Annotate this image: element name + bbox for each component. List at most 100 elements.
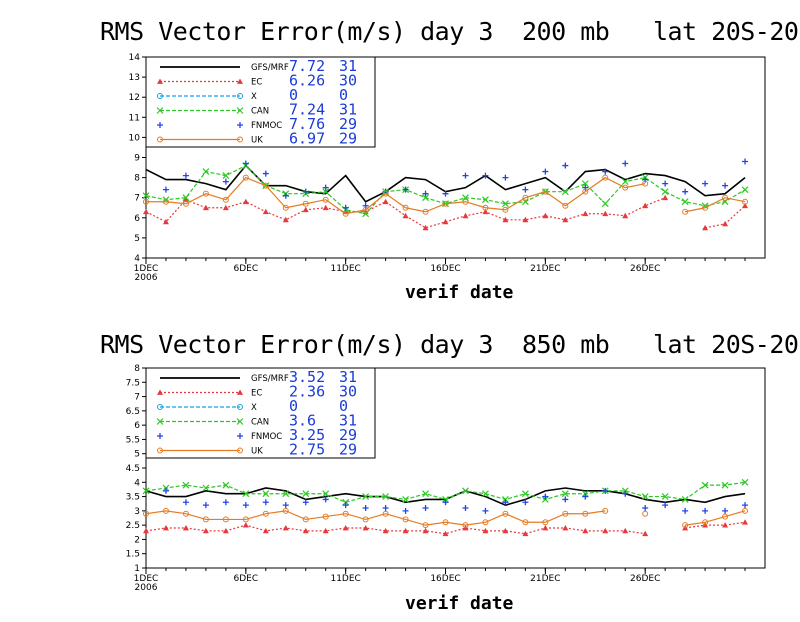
- series-line: [146, 176, 646, 215]
- data-point: [722, 522, 729, 528]
- legend-name: GFS/MRF: [251, 63, 289, 73]
- data-point: [681, 496, 689, 503]
- data-point: [642, 180, 649, 187]
- data-point: [262, 490, 270, 498]
- data-point: [702, 519, 709, 526]
- legend-marker: [157, 136, 163, 143]
- series-fnmoc: [162, 158, 749, 211]
- data-point: [162, 507, 169, 514]
- data-point: [262, 170, 269, 177]
- legend-marker: [157, 93, 163, 99]
- data-point: [722, 507, 729, 514]
- data-point: [662, 194, 669, 201]
- y-tick-label: 6.5: [126, 407, 140, 417]
- data-point: [422, 490, 429, 498]
- legend-stat: 6.97: [289, 130, 325, 148]
- data-point: [302, 516, 309, 523]
- data-point: [162, 218, 169, 225]
- data-point: [462, 522, 469, 529]
- data-point: [502, 206, 509, 213]
- legend-box: [145, 367, 376, 459]
- data-point: [162, 198, 169, 205]
- series-line: [145, 197, 666, 229]
- data-point: [222, 204, 229, 211]
- data-point: [222, 527, 229, 534]
- data-point: [562, 202, 569, 209]
- data-point: [242, 160, 249, 167]
- legend-stat: 0: [289, 86, 298, 104]
- data-point: [362, 516, 369, 523]
- y-tick-label: 8: [134, 364, 140, 374]
- legend-count: 29: [339, 130, 357, 148]
- y-tick-label: 10: [129, 133, 141, 143]
- data-point: [702, 224, 709, 231]
- data-point: [661, 188, 669, 196]
- data-point: [682, 208, 689, 215]
- data-point: [382, 493, 390, 500]
- data-point: [202, 516, 209, 523]
- chart-title-200mb: RMS Vector Error(m/s) day 3 200 mb lat 2…: [100, 17, 800, 46]
- series-line: [145, 524, 646, 535]
- y-tick-label: 6: [134, 421, 140, 431]
- x-tick-sublabel: 2006: [135, 273, 158, 283]
- y-tick-label: 8: [134, 174, 140, 184]
- data-point: [602, 168, 609, 175]
- data-point: [342, 204, 349, 211]
- legend-marker: [157, 78, 163, 84]
- data-point: [302, 188, 309, 195]
- data-point: [521, 490, 529, 498]
- data-point: [143, 208, 149, 215]
- data-point: [422, 190, 429, 197]
- legend: GFS/MRF 3.52 31 EC 2.36 30 X 0 0 CAN 3.6 31 FNMOC 3.2…: [145, 367, 376, 459]
- data-point: [182, 196, 189, 203]
- data-point: [542, 188, 549, 195]
- x-tick-label: 21DEC: [530, 574, 560, 584]
- x-tick-label: 6DEC: [234, 264, 259, 274]
- legend-count: 31: [339, 368, 357, 386]
- data-point: [641, 493, 649, 500]
- legend-stat: 2.36: [289, 383, 325, 401]
- series-uk: [143, 507, 749, 529]
- data-point: [422, 505, 429, 511]
- y-tick-label: 9: [134, 154, 140, 164]
- data-point: [322, 188, 330, 196]
- data-point: [382, 527, 389, 534]
- legend-marker: [157, 404, 163, 410]
- data-point: [482, 204, 489, 211]
- data-point: [422, 194, 429, 202]
- y-tick-label: 4: [134, 254, 140, 264]
- legend-name: EC: [251, 389, 262, 399]
- data-point: [362, 493, 370, 500]
- data-point: [682, 507, 689, 514]
- data-point: [542, 168, 549, 175]
- series-line: [685, 510, 746, 526]
- legend-box: [145, 56, 376, 148]
- data-point: [482, 507, 489, 514]
- y-tick-label: 7.5: [126, 378, 140, 388]
- data-point: [622, 160, 629, 167]
- data-point: [202, 204, 209, 211]
- y-tick-label: 1: [134, 564, 140, 574]
- data-point: [661, 493, 669, 500]
- data-point: [742, 202, 749, 209]
- series-line: [685, 521, 746, 529]
- data-point: [422, 522, 429, 529]
- x-tick-label: 1DEC: [134, 264, 159, 274]
- data-point: [482, 527, 489, 534]
- legend-name: CAN: [251, 418, 269, 428]
- data-point: [382, 198, 389, 205]
- legend-marker: [237, 136, 243, 143]
- series-fnmoc: [162, 487, 749, 514]
- data-point: [742, 198, 749, 205]
- data-point: [722, 194, 729, 201]
- data-point: [162, 186, 169, 193]
- data-point: [482, 519, 489, 526]
- legend-stat: 3.52: [289, 368, 325, 386]
- data-point: [402, 186, 409, 193]
- data-point: [702, 204, 709, 211]
- data-point: [622, 490, 629, 497]
- legend-stat: 7.24: [289, 101, 325, 119]
- data-point: [442, 519, 449, 526]
- data-point: [202, 168, 210, 175]
